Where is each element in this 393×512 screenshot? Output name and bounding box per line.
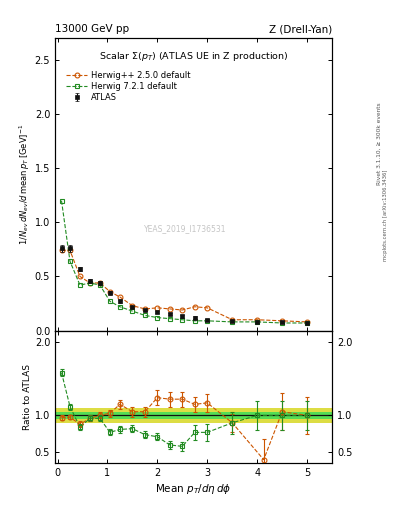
Herwig 7.2.1 default	[230, 319, 235, 325]
Herwig++ 2.5.0 default	[193, 304, 197, 310]
Herwig 7.2.1 default	[205, 318, 209, 324]
Herwig++ 2.5.0 default	[155, 305, 160, 311]
Herwig++ 2.5.0 default	[88, 280, 92, 286]
X-axis label: Mean $p_T/d\eta\,d\phi$: Mean $p_T/d\eta\,d\phi$	[155, 482, 232, 497]
Legend: Herwig++ 2.5.0 default, Herwig 7.2.1 default, ATLAS: Herwig++ 2.5.0 default, Herwig 7.2.1 def…	[66, 71, 191, 102]
Text: Z (Drell-Yan): Z (Drell-Yan)	[269, 24, 332, 34]
Herwig 7.2.1 default	[108, 298, 112, 305]
Herwig++ 2.5.0 default	[230, 316, 235, 323]
Herwig++ 2.5.0 default	[280, 318, 285, 324]
Herwig++ 2.5.0 default	[167, 306, 172, 312]
Text: mcplots.cern.ch [arXiv:1306.3436]: mcplots.cern.ch [arXiv:1306.3436]	[384, 169, 388, 261]
Herwig 7.2.1 default	[78, 282, 83, 288]
Herwig++ 2.5.0 default	[59, 247, 64, 253]
Herwig 7.2.1 default	[193, 318, 197, 324]
Herwig++ 2.5.0 default	[130, 303, 135, 309]
Herwig 7.2.1 default	[155, 314, 160, 321]
Y-axis label: Ratio to ATLAS: Ratio to ATLAS	[23, 364, 32, 430]
Herwig 7.2.1 default	[305, 320, 309, 326]
Herwig 7.2.1 default	[118, 304, 122, 310]
Herwig++ 2.5.0 default	[205, 305, 209, 311]
Herwig++ 2.5.0 default	[97, 280, 102, 286]
Herwig++ 2.5.0 default	[143, 306, 147, 312]
Herwig 7.2.1 default	[167, 315, 172, 322]
Herwig 7.2.1 default	[68, 258, 72, 264]
Herwig 7.2.1 default	[280, 320, 285, 326]
Herwig 7.2.1 default	[143, 312, 147, 318]
Herwig 7.2.1 default	[130, 308, 135, 314]
Y-axis label: $1/N_{ev}\,dN_{ev}/d\,\mathrm{mean}\,p_T\,[\mathrm{GeV}]^{-1}$: $1/N_{ev}\,dN_{ev}/d\,\mathrm{mean}\,p_T…	[17, 124, 32, 245]
Herwig++ 2.5.0 default	[255, 316, 259, 323]
Herwig 7.2.1 default	[255, 319, 259, 325]
Herwig 7.2.1 default	[180, 316, 185, 323]
Herwig++ 2.5.0 default	[78, 273, 83, 280]
Line: Herwig++ 2.5.0 default: Herwig++ 2.5.0 default	[59, 248, 310, 324]
Text: Scalar $\Sigma(p_T)$ (ATLAS UE in Z production): Scalar $\Sigma(p_T)$ (ATLAS UE in Z prod…	[99, 50, 288, 63]
Herwig++ 2.5.0 default	[108, 289, 112, 295]
Herwig++ 2.5.0 default	[118, 294, 122, 300]
Herwig 7.2.1 default	[97, 282, 102, 288]
Herwig 7.2.1 default	[59, 198, 64, 204]
Text: 13000 GeV pp: 13000 GeV pp	[55, 24, 129, 34]
Herwig 7.2.1 default	[88, 280, 92, 286]
Herwig++ 2.5.0 default	[305, 319, 309, 325]
Herwig++ 2.5.0 default	[180, 307, 185, 313]
Herwig++ 2.5.0 default	[68, 247, 72, 253]
Text: Rivet 3.1.10, ≥ 300k events: Rivet 3.1.10, ≥ 300k events	[377, 102, 382, 185]
Line: Herwig 7.2.1 default: Herwig 7.2.1 default	[59, 198, 310, 326]
Text: YEAS_2019_I1736531: YEAS_2019_I1736531	[144, 224, 226, 233]
